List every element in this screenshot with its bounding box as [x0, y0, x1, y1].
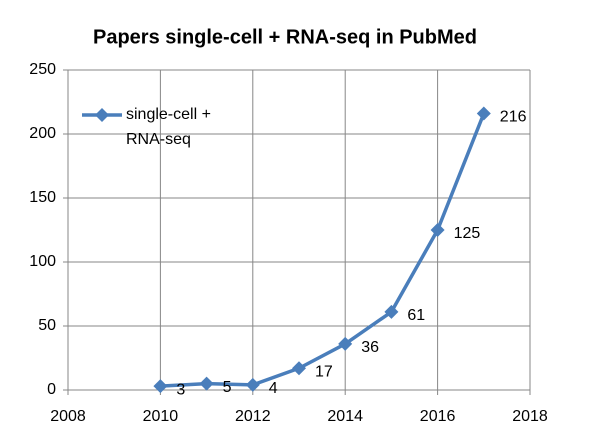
chart-title: Papers single-cell + RNA-seq in PubMed: [93, 26, 477, 48]
data-label: 36: [361, 339, 379, 356]
marker: [430, 223, 445, 237]
y-tick-label: 100: [29, 253, 56, 270]
marker: [153, 379, 168, 394]
data-label: 61: [407, 307, 425, 324]
data-label: 5: [223, 379, 232, 396]
marker: [292, 361, 306, 376]
legend-marker: [95, 108, 109, 122]
data-label: 17: [315, 363, 333, 380]
y-tick-label: 150: [29, 189, 56, 206]
x-tick-label: 2008: [50, 408, 86, 425]
legend-label: single-cell + RNA-seq: [126, 106, 211, 148]
x-tick-label: 2010: [143, 408, 179, 425]
marker: [476, 106, 491, 121]
x-tick-label: 2016: [420, 408, 456, 425]
data-label: 125: [454, 225, 481, 242]
series-line: [160, 112, 486, 388]
legend-box: single-cell + RNA-seq: [126, 106, 211, 148]
x-tick-label: 2014: [327, 408, 363, 425]
data-label: 4: [269, 380, 278, 397]
marker: [338, 336, 353, 351]
y-tick-label: 250: [29, 61, 56, 78]
y-tick-label: 50: [38, 317, 56, 334]
marker: [199, 376, 214, 391]
marker: [245, 377, 260, 392]
data-label: 3: [176, 381, 185, 398]
x-tick-label: 2018: [512, 408, 548, 425]
marker: [384, 304, 399, 319]
y-tick-label: 0: [47, 381, 56, 398]
x-tick-label: 2012: [235, 408, 271, 425]
y-tick-label: 200: [29, 125, 56, 142]
data-label: 216: [500, 109, 527, 126]
